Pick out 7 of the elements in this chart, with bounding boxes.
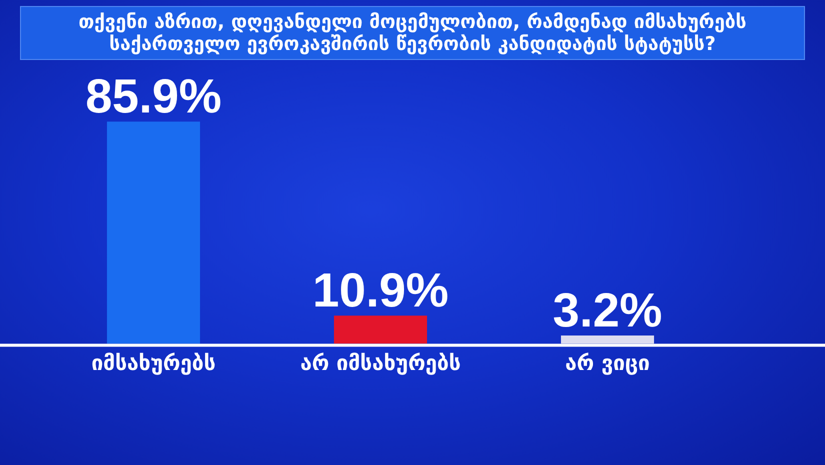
x-tick-label: არ ვიცი	[565, 350, 650, 375]
data-label: 3.2%	[552, 284, 662, 338]
x-tick-label: არ იმსახურებს	[300, 350, 461, 375]
data-label: 10.9%	[312, 264, 449, 318]
data-label: 85.9%	[85, 70, 222, 124]
x-tick-label: იმსახურებს	[91, 350, 216, 375]
chart-title: თქვენი აზრით, დღევანდელი მოცემულობით, რამდენად იმსახურებს საქართველო ევროკავშირის წევრობის კანდიდატის სტატუსს?	[20, 6, 805, 60]
